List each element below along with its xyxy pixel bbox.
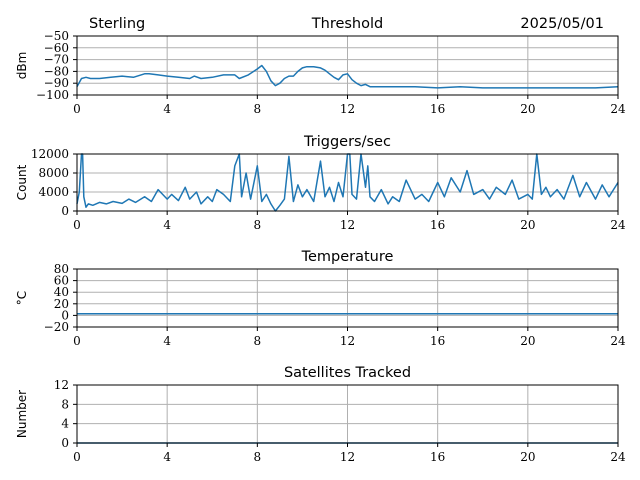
temperature-xtick-label-4: 16 xyxy=(430,334,445,348)
triggers-panel: 0 4 8 12 16 20 24 0 4000 8000 12000 Triggers/sec Cou… xyxy=(15,134,626,232)
threshold-ytick-label-5: −50 xyxy=(44,29,69,43)
temperature-title: Temperature xyxy=(301,249,394,265)
threshold-xtick-label-0: 0 xyxy=(73,102,81,116)
temperature-ytick-label-5: 80 xyxy=(54,262,69,276)
triggers-ytick-label-2: 8000 xyxy=(38,166,69,180)
report-date: 2025/05/01 xyxy=(520,16,604,32)
threshold-title: Threshold xyxy=(311,16,383,32)
temperature-ytick-label-2: 20 xyxy=(54,297,69,311)
satellites-title: Satellites Tracked xyxy=(284,365,411,381)
temperature-ytick-label-3: 40 xyxy=(54,285,69,299)
satellites-xtick-label-6: 24 xyxy=(610,450,626,464)
triggers-ytick-label-1: 4000 xyxy=(38,185,69,199)
threshold-ytick-label-2: −80 xyxy=(44,64,69,78)
threshold-series-line xyxy=(76,64,619,89)
temperature-xtick-label-5: 20 xyxy=(520,334,535,348)
triggers-xtick-label-3: 12 xyxy=(340,218,355,232)
threshold-ylabel: dBm xyxy=(15,52,29,80)
satellites-xtick-label-3: 12 xyxy=(340,450,355,464)
satellites-xtick-label-4: 16 xyxy=(430,450,445,464)
station-name: Sterling xyxy=(89,16,145,32)
triggers-xtick-label-0: 0 xyxy=(73,218,81,232)
triggers-xtick-label-6: 24 xyxy=(610,218,626,232)
triggers-title: Triggers/sec xyxy=(303,134,391,150)
temperature-xtick-label-3: 12 xyxy=(340,334,355,348)
triggers-xtick-label-5: 20 xyxy=(520,218,535,232)
satellites-panel: 0 4 8 12 16 20 24 0 4 8 12 Satellites Tracked Number xyxy=(15,365,626,464)
satellites-xtick-label-1: 4 xyxy=(163,450,171,464)
temperature-xtick-label-6: 24 xyxy=(610,334,626,348)
temperature-xtick-label-1: 4 xyxy=(163,334,171,348)
triggers-xtick-label-1: 4 xyxy=(163,218,171,232)
triggers-ylabel: Count xyxy=(15,164,29,200)
satellites-ylabel: Number xyxy=(15,390,29,438)
satellites-ytick-label-2: 8 xyxy=(61,397,69,411)
triggers-series-line xyxy=(76,153,619,212)
triggers-xtick-label-2: 8 xyxy=(254,218,262,232)
satellites-ytick-label-1: 4 xyxy=(61,417,69,431)
satellites-ytick-label-0: 0 xyxy=(61,436,69,450)
triggers-ytick-label-3: 12000 xyxy=(31,147,69,161)
temperature-ytick-label-4: 60 xyxy=(54,274,69,288)
threshold-xtick-label-1: 4 xyxy=(163,102,171,116)
temperature-xtick-label-2: 8 xyxy=(254,334,262,348)
threshold-panel: 0 4 8 12 16 20 24 −100−90−80−70−60−50 Threshold d… xyxy=(15,16,626,116)
satellites-xtick-label-2: 8 xyxy=(254,450,262,464)
threshold-xtick-label-4: 16 xyxy=(430,102,445,116)
triggers-ytick-label-0: 0 xyxy=(61,204,69,218)
temperature-xtick-label-0: 0 xyxy=(73,334,81,348)
threshold-ytick-label-1: −90 xyxy=(44,76,69,90)
threshold-xtick-label-2: 8 xyxy=(254,102,262,116)
chart-panels: 0 4 8 12 16 20 24 −100−90−80−70−60−50 Threshold d… xyxy=(15,16,626,464)
temperature-ytick-label-1: 0 xyxy=(61,308,69,322)
threshold-ytick-label-0: −100 xyxy=(36,88,69,102)
satellites-xtick-label-0: 0 xyxy=(73,450,81,464)
satellites-ytick-label-3: 12 xyxy=(54,378,69,392)
temperature-ylabel: °C xyxy=(15,291,29,305)
threshold-xtick-label-6: 24 xyxy=(610,102,626,116)
threshold-xtick-label-3: 12 xyxy=(340,102,355,116)
threshold-xtick-label-5: 20 xyxy=(520,102,535,116)
satellites-xtick-label-5: 20 xyxy=(520,450,535,464)
threshold-ytick-label-3: −70 xyxy=(44,53,69,67)
threshold-ytick-label-4: −60 xyxy=(44,41,69,55)
triggers-xtick-label-4: 16 xyxy=(430,218,445,232)
temperature-ytick-label-0: −20 xyxy=(44,320,69,334)
